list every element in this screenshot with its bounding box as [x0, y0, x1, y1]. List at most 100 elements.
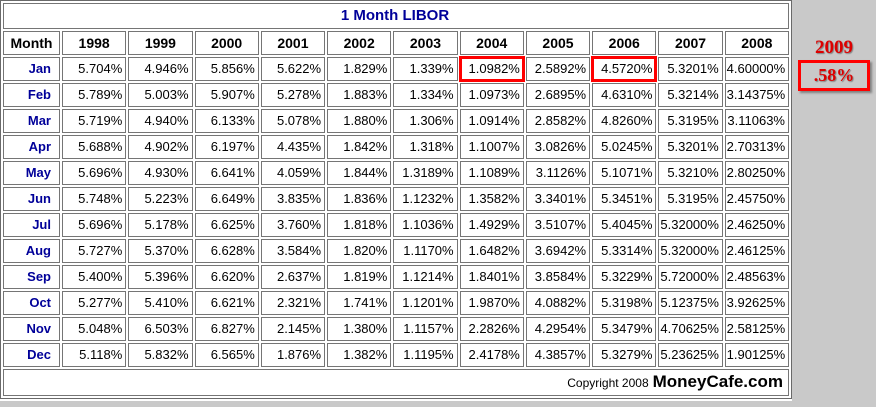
table-row-may: May 5.696% 4.930% 6.641% 4.059% 1.844% 1.3189%…: [3, 161, 789, 185]
month-label-jun: Jun: [3, 187, 60, 211]
table-row-jan: Jan 5.704% 4.946% 5.856% 5.622% 1.829% 1.339% 1…: [3, 56, 789, 82]
rate-cell-jun-2001: 3.835%: [260, 187, 326, 211]
month-label-nov: Nov: [3, 317, 60, 341]
rate-cell-oct-2006: 5.3198%: [592, 291, 657, 315]
table-row-oct: Oct 5.277% 5.410% 6.621% 2.321% 1.741% 1.1201%…: [3, 291, 789, 315]
rate-cell-aug-2005: 3.6942%: [525, 239, 591, 263]
rate-cell-feb-2008: 3.14375%: [724, 83, 789, 107]
rate-cell-jun-1999: 5.223%: [128, 187, 193, 211]
rate-cell-nov-2001: 2.145%: [260, 317, 326, 341]
table-row-feb: Feb 5.789% 5.003% 5.907% 5.278% 1.883% 1.334% 1…: [3, 83, 789, 107]
rate-cell-sep-2008: 2.48563%: [724, 265, 789, 289]
rate-cell-aug-2006: 5.3314%: [592, 239, 657, 263]
rate-cell-mar-2007: 5.3195%: [658, 109, 723, 133]
year-header-2001: 2001: [260, 31, 326, 55]
rate-cell-nov-2000: 6.827%: [194, 317, 259, 341]
rate-cell-jul-2008: 2.46250%: [724, 213, 789, 237]
rate-cell-jul-1999: 5.178%: [128, 213, 193, 237]
rate-cell-may-2005: 3.1126%: [525, 161, 591, 185]
rate-cell-dec-2007: 5.23625%: [658, 343, 723, 367]
rate-cell-oct-1998: 5.277%: [62, 291, 127, 315]
rate-cell-jun-1998: 5.748%: [62, 187, 127, 211]
month-label-may: May: [3, 161, 60, 185]
rate-cell-jun-2005: 3.3401%: [525, 187, 591, 211]
rate-cell-may-1999: 4.930%: [128, 161, 193, 185]
rate-2009-value: .58%: [813, 65, 855, 85]
rate-cell-nov-1998: 5.048%: [62, 317, 127, 341]
rate-cell-oct-2000: 6.621%: [194, 291, 259, 315]
rate-cell-aug-1998: 5.727%: [62, 239, 127, 263]
year-2009-label: 2009: [815, 37, 853, 58]
rate-cell-apr-2005: 3.0826%: [525, 135, 591, 159]
rate-cell-oct-2004: 1.9870%: [459, 291, 524, 315]
month-label-apr: Apr: [3, 135, 60, 159]
rate-cell-nov-2008: 2.58125%: [724, 317, 789, 341]
rate-cell-apr-2000: 6.197%: [194, 135, 259, 159]
rate-cell-nov-2006: 5.3479%: [592, 317, 657, 341]
rate-cell-jun-2006: 5.3451%: [592, 187, 657, 211]
rate-cell-aug-2000: 6.628%: [194, 239, 259, 263]
rate-cell-feb-2002: 1.883%: [327, 83, 392, 107]
rate-cell-oct-2007: 5.12375%: [658, 291, 723, 315]
rate-cell-dec-2002: 1.382%: [327, 343, 392, 367]
table-row-apr: Apr 5.688% 4.902% 6.197% 4.435% 1.842% 1.318% 1…: [3, 135, 789, 159]
rate-cell-oct-2003: 1.1201%: [393, 291, 458, 315]
rate-cell-aug-2002: 1.820%: [327, 239, 392, 263]
rate-cell-jan-2008: 4.60000%: [724, 57, 789, 81]
rate-cell-mar-2003: 1.306%: [393, 109, 458, 133]
rate-cell-feb-2004: 1.0973%: [459, 83, 524, 107]
rate-cell-dec-2003: 1.1195%: [393, 343, 458, 367]
rate-cell-jun-2000: 6.649%: [194, 187, 259, 211]
rate-cell-may-2003: 1.3189%: [393, 161, 458, 185]
rate-cell-sep-2000: 6.620%: [194, 265, 259, 289]
rate-cell-nov-2004: 2.2826%: [459, 317, 524, 341]
rate-cell-oct-1999: 5.410%: [128, 291, 193, 315]
table-row-mar: Mar 5.719% 4.940% 6.133% 5.078% 1.880% 1.306% 1…: [3, 109, 789, 133]
libor-table-panel: 1 Month LIBOR Month 1998 1999 2000 2001 2002 2…: [0, 0, 792, 401]
rate-cell-jan-2006: 4.5720%: [591, 56, 658, 82]
rate-cell-sep-1999: 5.396%: [128, 265, 193, 289]
rate-cell-feb-1998: 5.789%: [62, 83, 127, 107]
rate-2009-box: .58%: [798, 60, 870, 91]
footer-row: Copyright 2008 MoneyCafe.com: [3, 369, 789, 396]
month-label-aug: Aug: [3, 239, 60, 263]
rate-cell-apr-2003: 1.318%: [393, 135, 458, 159]
libor-table: 1 Month LIBOR Month 1998 1999 2000 2001 2002 2…: [0, 0, 792, 399]
rate-cell-jan-2004: 1.0982%: [458, 56, 525, 82]
table-row-aug: Aug 5.727% 5.370% 6.628% 3.584% 1.820% 1.1170%…: [3, 239, 789, 263]
rate-cell-jun-2008: 2.45750%: [724, 187, 789, 211]
rate-cell-may-2006: 5.1071%: [592, 161, 657, 185]
rate-cell-jan-2000: 5.856%: [194, 57, 259, 81]
rate-cell-mar-1999: 4.940%: [128, 109, 193, 133]
rate-cell-may-2000: 6.641%: [194, 161, 259, 185]
rate-cell-feb-2006: 4.6310%: [592, 83, 657, 107]
rate-cell-feb-2003: 1.334%: [393, 83, 458, 107]
rate-cell-nov-1999: 6.503%: [128, 317, 193, 341]
rate-cell-jun-2003: 1.1232%: [393, 187, 458, 211]
rate-cell-jul-2003: 1.1036%: [393, 213, 458, 237]
rate-cell-jul-2006: 5.4045%: [592, 213, 657, 237]
rate-cell-sep-2002: 1.819%: [327, 265, 392, 289]
rate-cell-oct-2001: 2.321%: [260, 291, 326, 315]
rate-cell-may-2004: 1.1089%: [459, 161, 524, 185]
rate-cell-mar-2006: 4.8260%: [592, 109, 657, 133]
rate-cell-feb-2007: 5.3214%: [658, 83, 723, 107]
table-footer: Copyright 2008 MoneyCafe.com: [3, 369, 789, 396]
year-header-2005: 2005: [525, 31, 591, 55]
rate-cell-jul-1998: 5.696%: [62, 213, 127, 237]
rate-cell-sep-2001: 2.637%: [260, 265, 326, 289]
rate-cell-jan-2001: 5.622%: [260, 57, 326, 81]
year-header-row: Month 1998 1999 2000 2001 2002 2003 2004 2005 200…: [3, 31, 789, 55]
month-label-oct: Oct: [3, 291, 60, 315]
rate-cell-jun-2004: 1.3582%: [459, 187, 524, 211]
brand-text: MoneyCafe.com: [652, 372, 783, 391]
rate-cell-mar-2002: 1.880%: [327, 109, 392, 133]
year-header-2000: 2000: [194, 31, 259, 55]
rate-cell-feb-2005: 2.6895%: [525, 83, 591, 107]
rate-cell-may-2001: 4.059%: [260, 161, 326, 185]
table-row-sep: Sep 5.400% 5.396% 6.620% 2.637% 1.819% 1.1214%…: [3, 265, 789, 289]
rate-cell-feb-2001: 5.278%: [260, 83, 326, 107]
rate-cell-sep-2005: 3.8584%: [525, 265, 591, 289]
rate-cell-dec-2000: 6.565%: [194, 343, 259, 367]
rate-cell-dec-2005: 4.3857%: [525, 343, 591, 367]
